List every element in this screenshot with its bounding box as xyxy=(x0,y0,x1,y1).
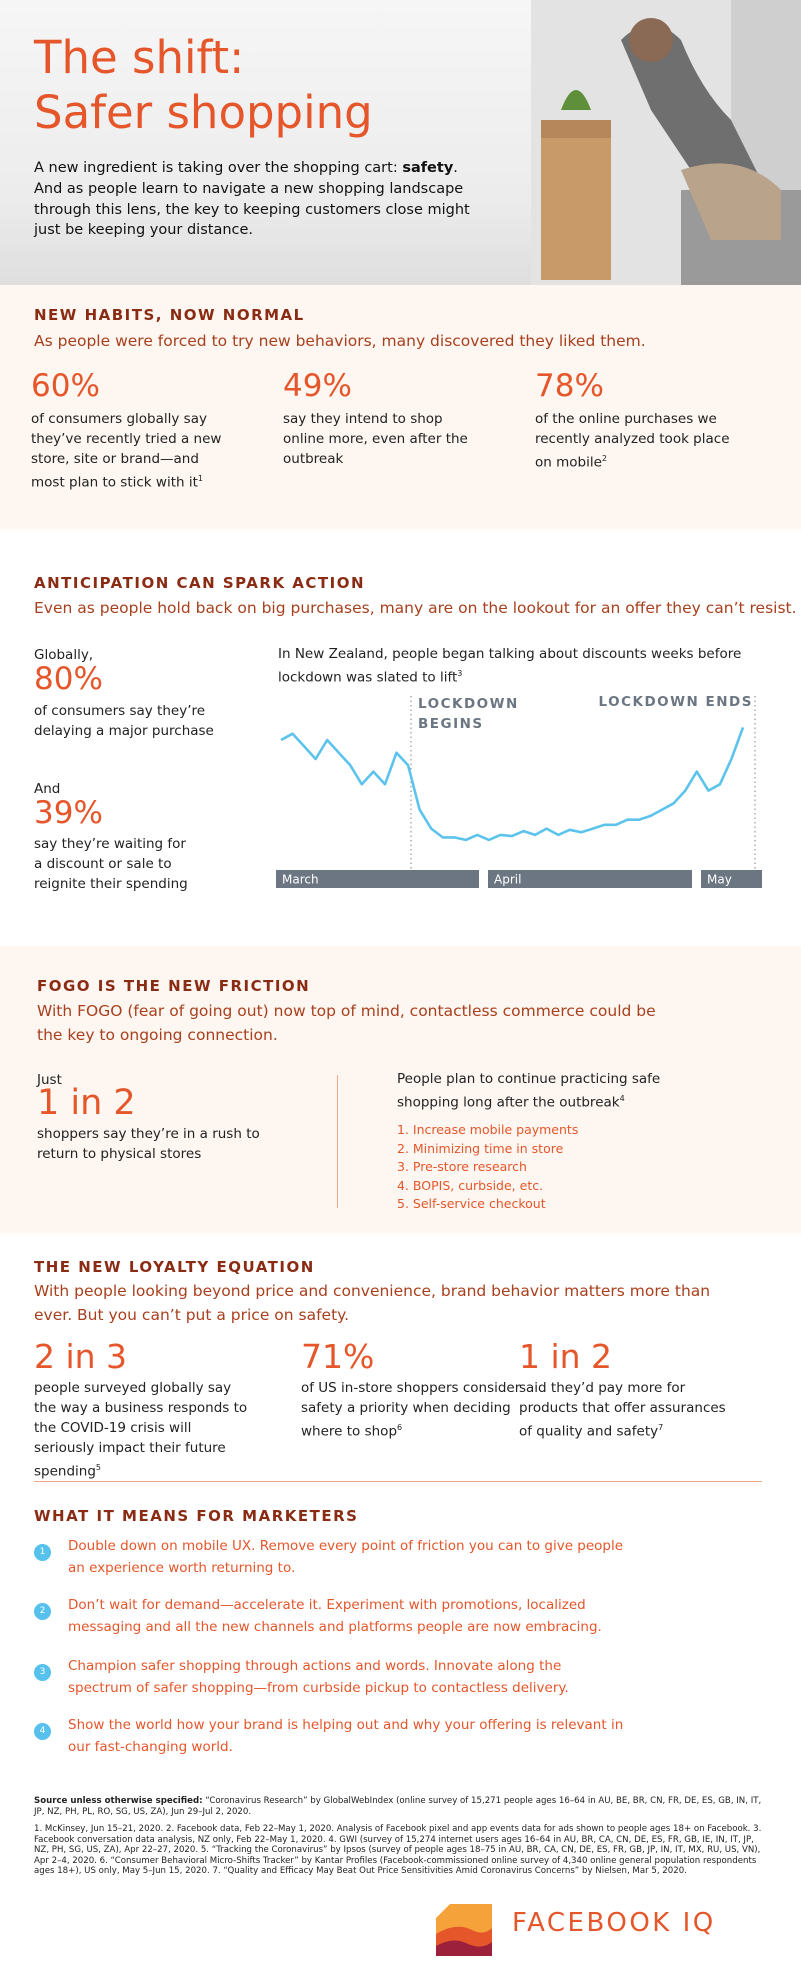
footnote-ref: 2 xyxy=(601,454,607,463)
stat-value: 39% xyxy=(34,795,103,831)
stat-text: say they’re waiting for a discount or sa… xyxy=(34,836,188,892)
footnote-ref: 3 xyxy=(457,669,463,678)
section-bg xyxy=(0,946,801,1233)
section-subheading: Even as people hold back on big purchase… xyxy=(34,599,797,617)
item-number: 2 xyxy=(34,1603,51,1620)
item-number: 1 xyxy=(34,1544,51,1561)
chart: March April May xyxy=(276,696,762,888)
divider xyxy=(34,1481,762,1482)
logo-icon xyxy=(436,1904,492,1956)
section-bg xyxy=(0,285,801,529)
x-tick-label: April xyxy=(494,873,521,887)
section-heading: FOGO IS THE NEW FRICTION xyxy=(37,977,311,995)
stat-text: of consumers globally say they’ve recent… xyxy=(31,409,236,493)
intro-bold: safety xyxy=(402,160,454,176)
source-label: Source unless otherwise specified: xyxy=(34,1796,203,1806)
intro-text: . And as people learn to navigate a new … xyxy=(34,160,470,239)
item-text: Champion safer shopping through actions … xyxy=(68,1658,569,1696)
stat-lead: Globally, xyxy=(34,647,94,663)
section-subheading: As people were forced to try new behavio… xyxy=(34,332,646,350)
chart-caption: In New Zealand, people began talking abo… xyxy=(278,644,748,688)
stat-text-body: of consumers globally say they’ve recent… xyxy=(31,411,222,491)
stat-text-body: say they intend to shop online more, eve… xyxy=(283,411,468,467)
stat-value: 1 in 2 xyxy=(519,1337,613,1376)
section-heading: WHAT IT MEANS FOR MARKETERS xyxy=(34,1507,359,1525)
stat-value: 1 in 2 xyxy=(37,1083,136,1123)
stat-text: of US in-store shoppers consider safety … xyxy=(301,1378,521,1442)
stat-text: of consumers say they’re delaying a majo… xyxy=(34,703,214,739)
section-subheading: With people looking beyond price and con… xyxy=(34,1282,711,1324)
title-line: Safer shopping xyxy=(34,86,373,139)
intro-text: A new ingredient is taking over the shop… xyxy=(34,160,403,176)
chart-annotation: LOCKDOWN BEGINS xyxy=(418,696,519,732)
section-heading: THE NEW LOYALTY EQUATION xyxy=(34,1258,315,1276)
logo-text: FACEBOOK IQ xyxy=(512,1908,716,1938)
stat-text: people surveyed globally say the way a b… xyxy=(34,1378,254,1482)
footnote-ref: 6 xyxy=(397,1423,403,1432)
list-item: 2. Minimizing time in store xyxy=(397,1140,564,1156)
item-text: Show the world how your brand is helping… xyxy=(68,1717,624,1755)
stat-text-body: of US in-store shoppers consider safety … xyxy=(301,1380,521,1440)
list-title-text: People plan to continue practicing safe … xyxy=(397,1071,661,1111)
stat-text-body: of the online purchases we recently anal… xyxy=(535,411,730,471)
footnote-ref: 1 xyxy=(197,474,203,483)
caption-text: In New Zealand, people began talking abo… xyxy=(278,646,742,686)
divider xyxy=(337,1075,338,1208)
hero-illustration xyxy=(531,0,801,285)
month-bar xyxy=(701,870,762,888)
month-bar xyxy=(488,870,692,888)
source-text: “Coronavirus Research” by GlobalWebIndex… xyxy=(34,1796,762,1817)
stat-text: say they intend to shop online more, eve… xyxy=(283,409,488,469)
stat-text: of the online purchases we recently anal… xyxy=(535,409,740,473)
stat-lead: Just xyxy=(37,1072,62,1088)
x-tick-label: May xyxy=(707,873,732,887)
stat-value: 80% xyxy=(34,661,103,697)
hero-title: The shift: Safer shopping xyxy=(34,30,373,140)
chart-annotation: LOCKDOWN ENDS xyxy=(598,694,753,710)
item-number: 4 xyxy=(34,1723,51,1740)
stat-value: 60% xyxy=(31,368,100,404)
footnotes: 1. McKinsey, Jun 15–21, 2020. 2. Faceboo… xyxy=(34,1824,762,1877)
stat-text-body: people surveyed globally say the way a b… xyxy=(34,1380,248,1480)
stat-text: shoppers say they’re in a rush to return… xyxy=(37,1126,260,1162)
item-number: 3 xyxy=(34,1664,51,1681)
line xyxy=(280,726,745,842)
title-line: The shift: xyxy=(34,31,245,84)
item-text: Double down on mobile UX. Remove every p… xyxy=(68,1538,624,1576)
list-title: People plan to continue practicing safe … xyxy=(397,1069,687,1113)
stat-value: 71% xyxy=(301,1337,375,1376)
list-item: 5. Self-service checkout xyxy=(397,1196,546,1211)
stat-value: 2 in 3 xyxy=(34,1337,128,1376)
list: 1. Increase mobile payments 2. Minimizing… xyxy=(397,1121,578,1214)
section-heading: ANTICIPATION CAN SPARK ACTION xyxy=(34,574,366,592)
section-subheading: With FOGO (fear of going out) now top of… xyxy=(37,1002,656,1044)
stat-value: 49% xyxy=(283,368,352,404)
footnote-ref: 5 xyxy=(95,1463,102,1472)
list-item: 1. Increase mobile payments xyxy=(397,1122,579,1137)
stat-value: 78% xyxy=(535,368,604,404)
footnote-ref: 7 xyxy=(658,1423,664,1432)
stat-text-body: said they’d pay more for products that o… xyxy=(519,1380,726,1440)
item-text: Don’t wait for demand—accelerate it. Exp… xyxy=(68,1597,602,1635)
footnote-ref: 4 xyxy=(619,1094,625,1103)
hero-intro: A new ingredient is taking over the shop… xyxy=(34,158,489,241)
list-item: 3. Pre-store research xyxy=(397,1159,527,1174)
stat-text: said they’d pay more for products that o… xyxy=(519,1378,739,1442)
source: Source unless otherwise specified: “Coro… xyxy=(34,1796,762,1817)
list-item: 4. BOPIS, curbside, etc. xyxy=(397,1177,544,1193)
stat-lead: And xyxy=(34,781,61,797)
month-bar xyxy=(276,870,479,888)
section-heading: NEW HABITS, NOW NORMAL xyxy=(34,306,305,324)
x-tick-label: March xyxy=(282,873,319,887)
